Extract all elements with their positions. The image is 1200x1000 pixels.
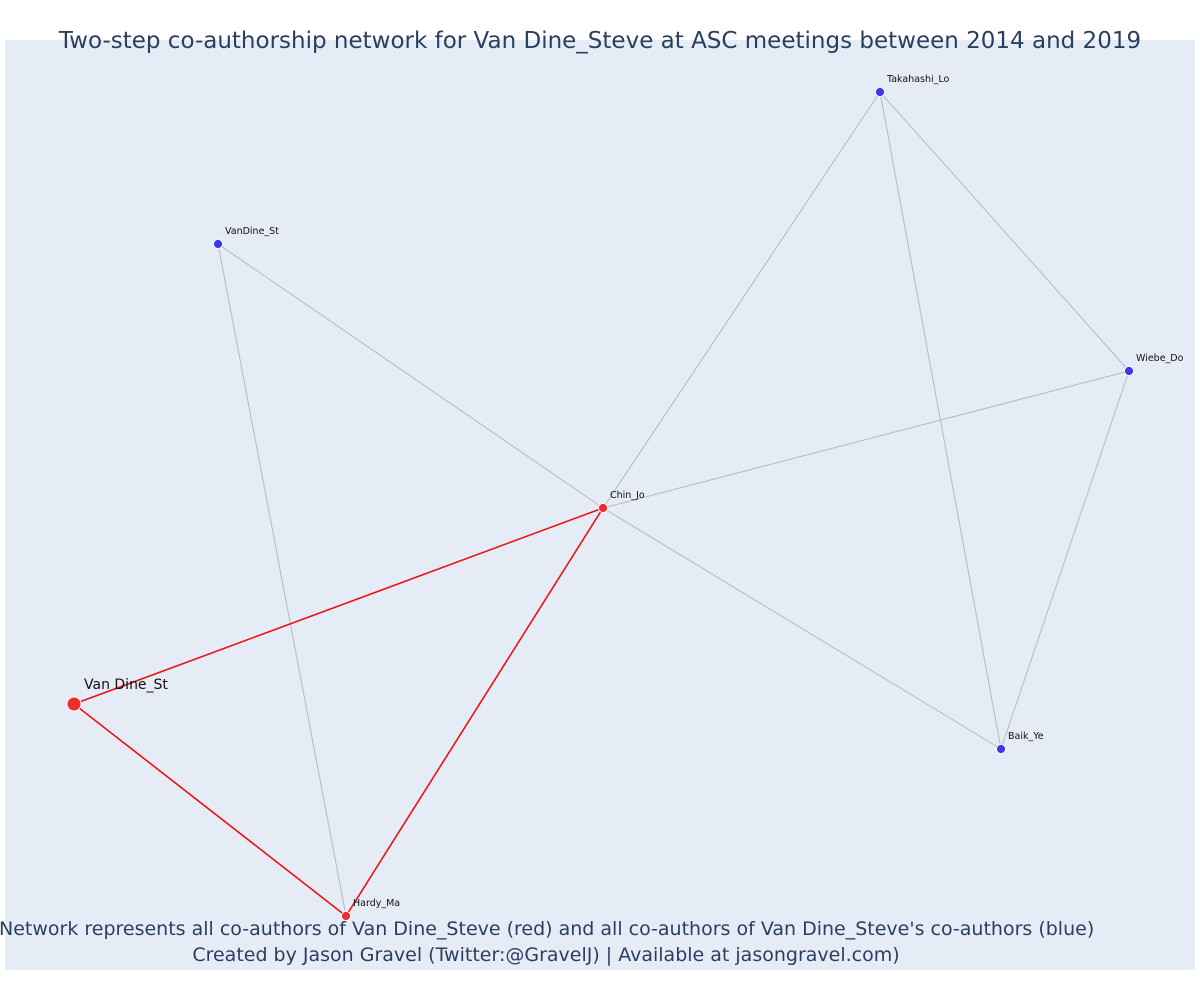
node-hardy[interactable] [341,911,351,921]
node-wiebe[interactable] [1124,366,1134,376]
edge-vandine_st-chin [217,243,604,509]
edge-vandine_st-hardy [217,243,347,917]
node-baik[interactable] [996,744,1006,754]
caption-description: Network represents all co-authors of Van… [0,918,1095,940]
node-vandine_st[interactable] [213,239,223,249]
edge-wiebe-baik [1000,370,1130,750]
node-label-van_dine: Van Dine_St [84,677,168,693]
node-takahashi[interactable] [875,87,885,97]
node-label-hardy: Hardy_Ma [353,898,400,909]
edge-chin-baik [602,507,1002,750]
edge-van_dine-chin [73,507,604,705]
node-van_dine[interactable] [66,696,82,712]
labels-layer: Van Dine_St Chin_Jo Hardy_Ma VanDine_St Taka… [84,74,1184,909]
node-label-chin: Chin_Jo [610,490,645,501]
edge-takahashi-wiebe [879,91,1130,372]
edges-layer [73,91,1130,917]
node-label-takahashi: Takahashi_Lo [886,74,950,85]
edge-van_dine-hardy [73,703,347,917]
caption-credit: Created by Jason Gravel (Twitter:@Gravel… [192,944,900,966]
node-label-wiebe: Wiebe_Do [1136,353,1184,364]
node-chin[interactable] [598,503,608,513]
chart-title: Two-step co-authorship network for Van D… [58,28,1142,54]
edge-takahashi-baik [879,91,1002,750]
edge-chin-hardy [345,507,604,917]
edge-chin-takahashi [602,91,881,509]
node-label-baik: Baik_Ye [1008,731,1044,742]
edge-chin-wiebe [602,370,1130,509]
node-label-vandine_st: VanDine_St [225,226,279,237]
nodes-layer [66,87,1134,921]
